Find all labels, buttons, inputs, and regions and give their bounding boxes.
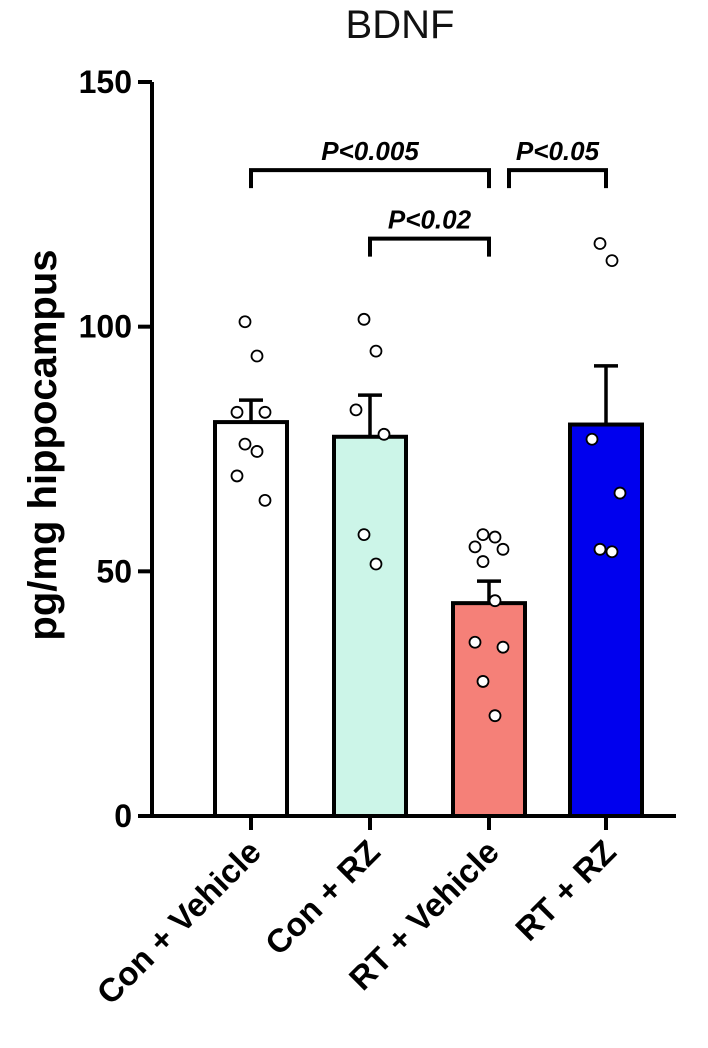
bar-2 bbox=[332, 434, 408, 818]
data-point bbox=[357, 312, 371, 326]
data-point bbox=[585, 432, 599, 446]
data-point bbox=[593, 237, 607, 250]
data-point bbox=[476, 675, 490, 688]
data-point bbox=[468, 540, 482, 554]
significance-bracket bbox=[507, 168, 608, 189]
data-point bbox=[496, 640, 510, 654]
x-tick-label: Con + RZ bbox=[258, 833, 387, 962]
data-point bbox=[258, 405, 272, 419]
y-tick-label: 100 bbox=[79, 309, 132, 345]
data-point bbox=[468, 635, 482, 649]
significance-bracket bbox=[249, 168, 491, 189]
data-point bbox=[377, 427, 391, 441]
data-point bbox=[496, 542, 510, 556]
significance-bracket bbox=[368, 236, 491, 257]
data-point bbox=[613, 486, 627, 500]
significance-label: P<0.005 bbox=[321, 136, 419, 166]
data-point bbox=[476, 528, 490, 542]
data-point bbox=[238, 437, 252, 451]
y-tick-label: 150 bbox=[79, 64, 132, 100]
y-tick-label: 50 bbox=[96, 553, 132, 589]
data-point bbox=[250, 445, 264, 458]
data-point bbox=[349, 403, 363, 417]
data-point bbox=[357, 528, 371, 542]
x-tick-label: RT + RZ bbox=[508, 833, 623, 948]
bar-1 bbox=[213, 420, 289, 818]
data-point bbox=[369, 557, 383, 571]
data-point bbox=[250, 349, 264, 363]
data-point bbox=[593, 542, 607, 556]
data-point bbox=[369, 344, 383, 358]
data-point bbox=[258, 493, 272, 507]
data-point bbox=[488, 594, 502, 608]
bar-3 bbox=[451, 601, 527, 819]
significance-label: P<0.05 bbox=[516, 136, 600, 166]
significance-label: P<0.02 bbox=[388, 205, 472, 235]
x-tick-label: Con + Vehicle bbox=[89, 833, 268, 1012]
data-point bbox=[476, 555, 490, 568]
bar-4 bbox=[568, 422, 644, 818]
chart-title: BDNF bbox=[346, 3, 455, 47]
data-point bbox=[605, 545, 619, 559]
data-point bbox=[605, 254, 619, 268]
y-axis-label: pg/mg hippocampus bbox=[21, 249, 65, 640]
data-point bbox=[488, 530, 502, 544]
data-point bbox=[230, 405, 244, 419]
data-point bbox=[230, 469, 244, 483]
data-point bbox=[238, 315, 252, 329]
y-tick-label: 0 bbox=[114, 798, 132, 834]
data-point bbox=[488, 709, 502, 723]
